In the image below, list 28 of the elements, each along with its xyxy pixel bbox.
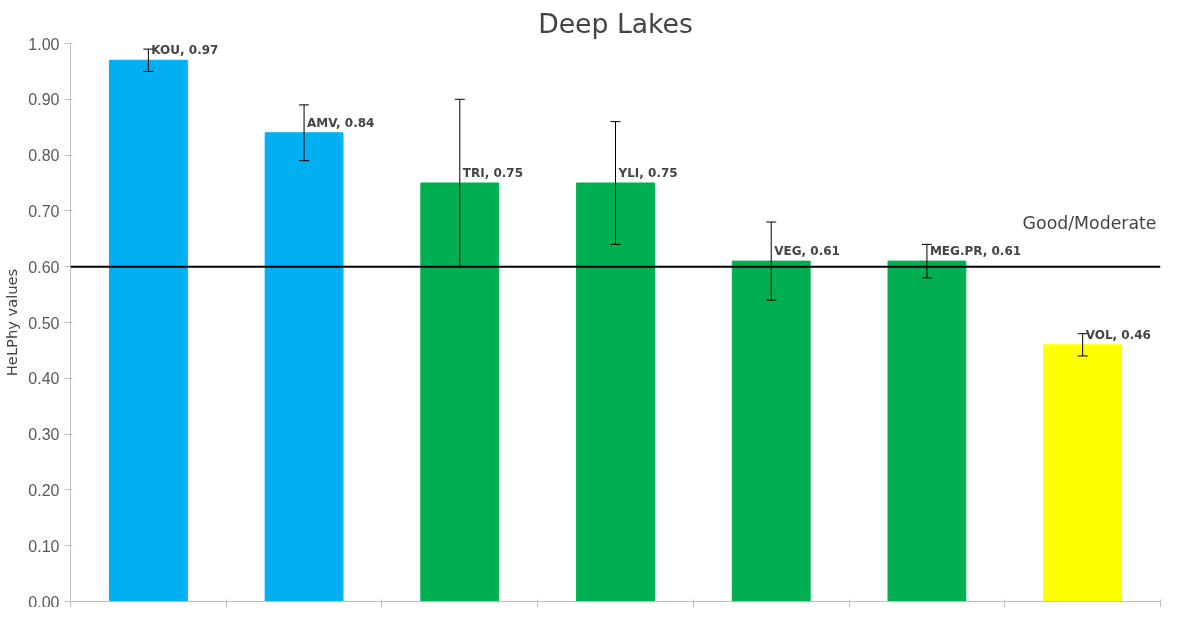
y-tick-label: 0.20 [28,481,60,499]
y-tick-label: 0.30 [28,426,60,444]
data-label: KOU, 0.97 [151,43,219,58]
bar [887,260,967,602]
data-label: YLI, 0.75 [617,166,678,180]
y-tick-label: 0.10 [28,537,60,555]
bar [108,59,188,602]
y-tick-label: 0.40 [28,370,60,388]
bar [731,260,811,602]
chart-title: Deep Lakes [538,7,693,39]
y-tick-label: 0.60 [28,258,60,276]
bar [1043,344,1123,602]
y-tick-label: 0.50 [28,314,60,332]
ref-line-label: Good/Moderate [1022,212,1157,233]
data-label: VOL, 0.46 [1085,327,1151,342]
data-label: AMV, 0.84 [307,115,375,130]
y-tick-label: 0.70 [28,202,60,220]
y-axis-title: HeLPhy values [3,268,21,377]
y-tick-label: 1.00 [28,35,60,53]
y-tick-label: 0.90 [28,91,60,109]
y-tick-label: 0.80 [28,147,60,165]
data-label: TRI, 0.75 [462,166,524,180]
bar [576,182,655,602]
data-label: VEG, 0.61 [774,244,840,259]
y-tick-label: 0.00 [28,593,60,611]
bar [420,182,500,602]
data-label: MEG.PR, 0.61 [929,244,1022,259]
bar [264,132,344,602]
